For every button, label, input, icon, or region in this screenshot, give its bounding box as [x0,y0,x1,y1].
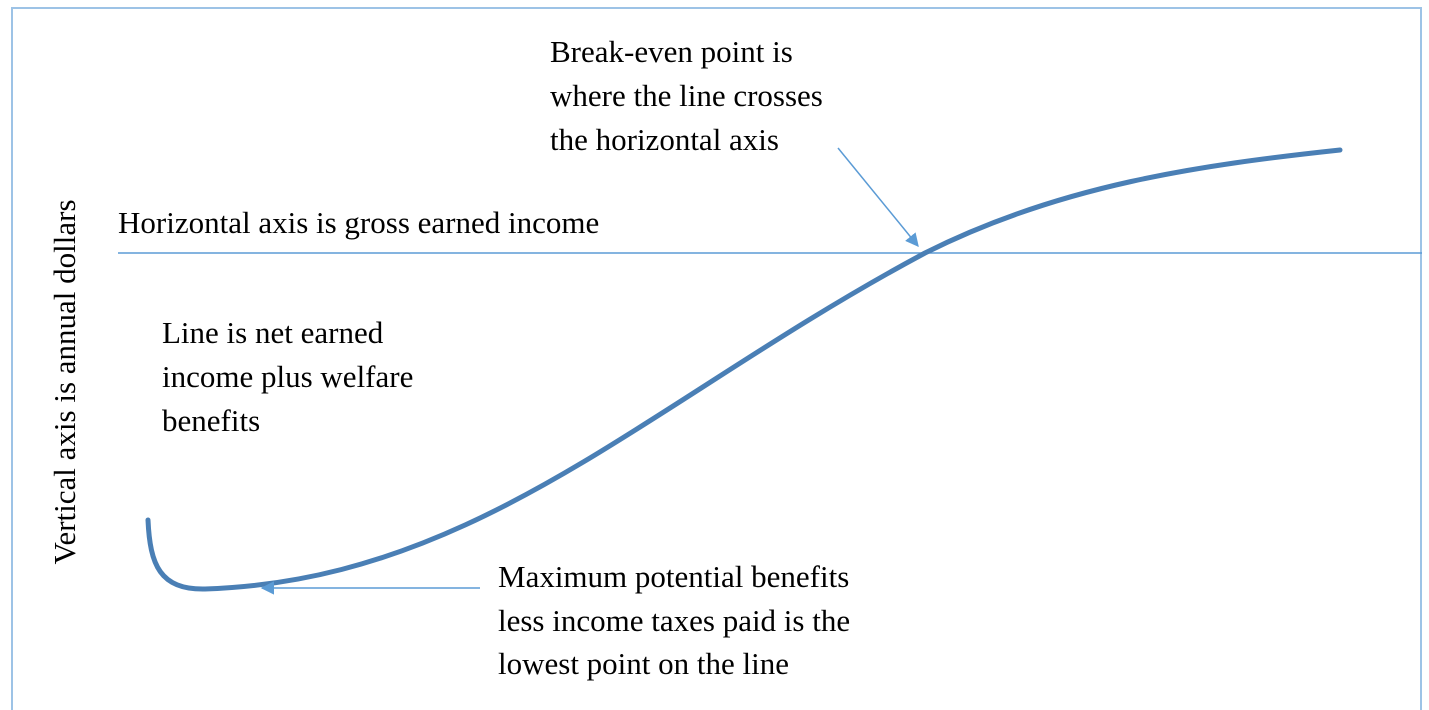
break-even-text: where the line crosses [550,78,823,113]
break-even-text: Break-even point is [550,34,793,69]
curve [145,147,1343,592]
frame [11,7,1422,710]
lowest-note: lowest point on the line [498,646,789,681]
break-even-arrow [837,147,919,248]
horizontal-axis-label: Horizontal axis is gross earned income [118,205,599,240]
lowest-note: less income taxes paid is the [498,603,850,638]
line-note: income plus welfare [162,359,413,394]
lowest-note: Maximum potential benefits [498,559,849,594]
line-note: Line is net earned [162,315,384,350]
line-note: benefits [162,403,260,438]
break-even-text: the horizontal axis [550,122,779,157]
vertical-axis-label: Vertical axis is annual dollars [47,199,82,564]
